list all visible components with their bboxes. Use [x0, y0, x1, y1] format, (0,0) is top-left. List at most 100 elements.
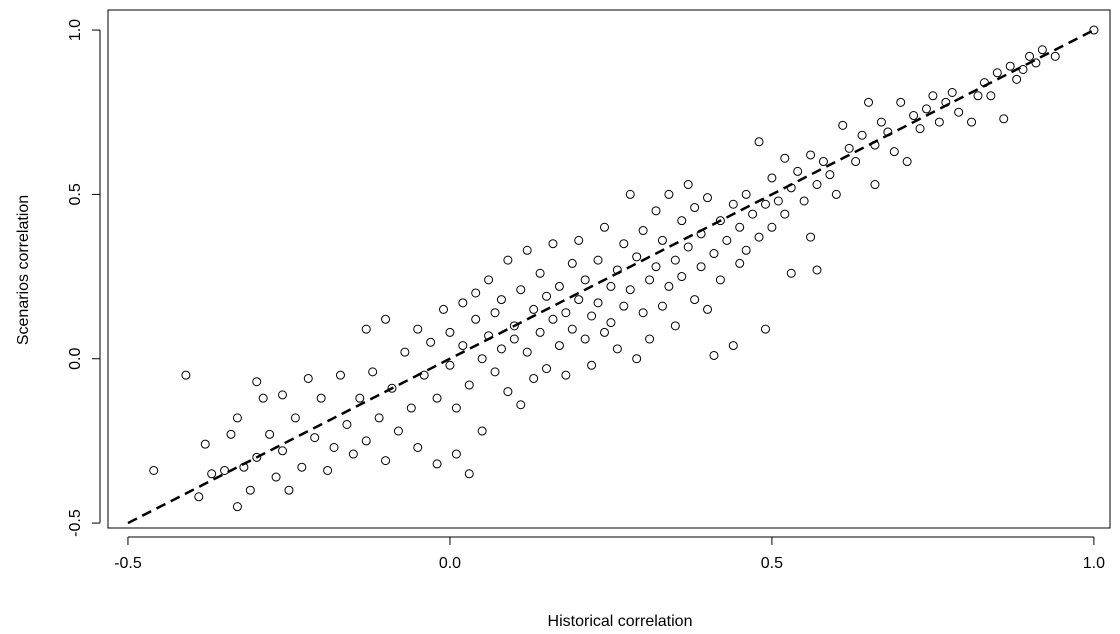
scatter-point	[851, 157, 861, 167]
scatter-point	[612, 344, 622, 354]
scatter-point	[490, 308, 500, 318]
scatter-point	[1037, 45, 1047, 55]
scatter-point	[896, 97, 906, 107]
scatter-point	[728, 199, 738, 209]
scatter-point	[632, 252, 642, 262]
scatter-point	[580, 334, 590, 344]
scatter-point	[484, 275, 494, 285]
scatter-point	[458, 341, 468, 351]
scatter-point	[818, 157, 828, 167]
scatter-point	[226, 429, 236, 439]
scatter-point	[728, 341, 738, 351]
scatter-point	[245, 485, 255, 495]
scatter-point	[426, 337, 436, 347]
scatter-point	[999, 114, 1009, 124]
scatter-point	[928, 91, 938, 101]
scatter-point	[677, 272, 687, 282]
scatter-point	[265, 429, 275, 439]
scatter-point	[657, 301, 667, 311]
scatter-point	[464, 380, 474, 390]
scatter-point	[406, 403, 416, 413]
scatter-point	[735, 258, 745, 268]
scatter-point	[258, 393, 268, 403]
scatter-point	[374, 413, 384, 423]
scatter-point	[760, 324, 770, 334]
scatter-point	[310, 433, 320, 443]
scatter-point	[760, 199, 770, 209]
scatter-point	[715, 275, 725, 285]
scatter-point	[670, 321, 680, 331]
scatter-point	[593, 298, 603, 308]
scatter-point	[503, 387, 513, 397]
scatter-point	[445, 360, 455, 370]
scatter-point	[831, 189, 841, 199]
scatter-point	[535, 268, 545, 278]
scatter-point	[703, 304, 713, 314]
x-tick-label: 1.0	[1083, 555, 1105, 572]
y-tick-label: 0.5	[67, 183, 84, 205]
scatter-point	[554, 281, 564, 291]
scatter-point	[432, 459, 442, 469]
scatter-point	[529, 373, 539, 383]
scatter-point	[477, 426, 487, 436]
scatter-point	[806, 232, 816, 242]
scatter-point	[599, 327, 609, 337]
scatter-point	[232, 413, 242, 423]
scatter-point	[638, 226, 648, 236]
scatter-point	[664, 281, 674, 291]
scatter-point	[651, 262, 661, 272]
scatter-point	[664, 189, 674, 199]
scatter-point	[806, 150, 816, 160]
scatter-point	[348, 449, 358, 459]
scatter-point	[780, 153, 790, 163]
x-tick-label: 0.0	[439, 555, 461, 572]
scatter-point	[464, 469, 474, 479]
scatter-point	[413, 324, 423, 334]
scatter-point	[271, 472, 281, 482]
scatter-point	[638, 308, 648, 318]
scatter-point	[587, 311, 597, 321]
scatter-point	[741, 245, 751, 255]
scatter-point	[606, 281, 616, 291]
scatter-point	[278, 390, 288, 400]
scatter-point	[335, 370, 345, 380]
scatter-point	[194, 492, 204, 502]
scatter-point	[889, 147, 899, 157]
x-axis-title: Historical correlation	[548, 613, 693, 630]
scatter-point	[561, 370, 571, 380]
scatter-point	[278, 446, 288, 456]
scatter-point	[921, 104, 931, 114]
scatter-point	[413, 442, 423, 452]
scatter-point	[445, 327, 455, 337]
scatter-point	[490, 367, 500, 377]
scatter-point	[670, 255, 680, 265]
scatter-point	[1018, 64, 1028, 74]
scatter-point	[220, 465, 230, 475]
scatter-point	[625, 189, 635, 199]
scatter-point	[683, 180, 693, 190]
scatter-point	[548, 314, 558, 324]
y-axis-title: Scenarios correlation	[15, 195, 32, 345]
scatter-point	[516, 400, 526, 410]
scatter-point	[619, 239, 629, 249]
scatter-point	[232, 502, 242, 512]
scatter-point	[451, 449, 461, 459]
scatter-point	[207, 469, 217, 479]
scatter-point	[986, 91, 996, 101]
scatter-point	[342, 419, 352, 429]
y-tick-label: 0.0	[67, 348, 84, 370]
scatter-point	[149, 465, 159, 475]
scatter-point	[548, 239, 558, 249]
scatter-point	[632, 354, 642, 364]
scatter-point	[451, 403, 461, 413]
scatter-point	[767, 173, 777, 183]
scatter-point	[1050, 51, 1060, 61]
scatter-point	[741, 189, 751, 199]
scatter-point	[200, 439, 210, 449]
scatter-point	[471, 288, 481, 298]
scatter-point	[503, 255, 513, 265]
scatter-point	[509, 334, 519, 344]
scatter-point	[542, 291, 552, 301]
scatter-point	[690, 203, 700, 213]
